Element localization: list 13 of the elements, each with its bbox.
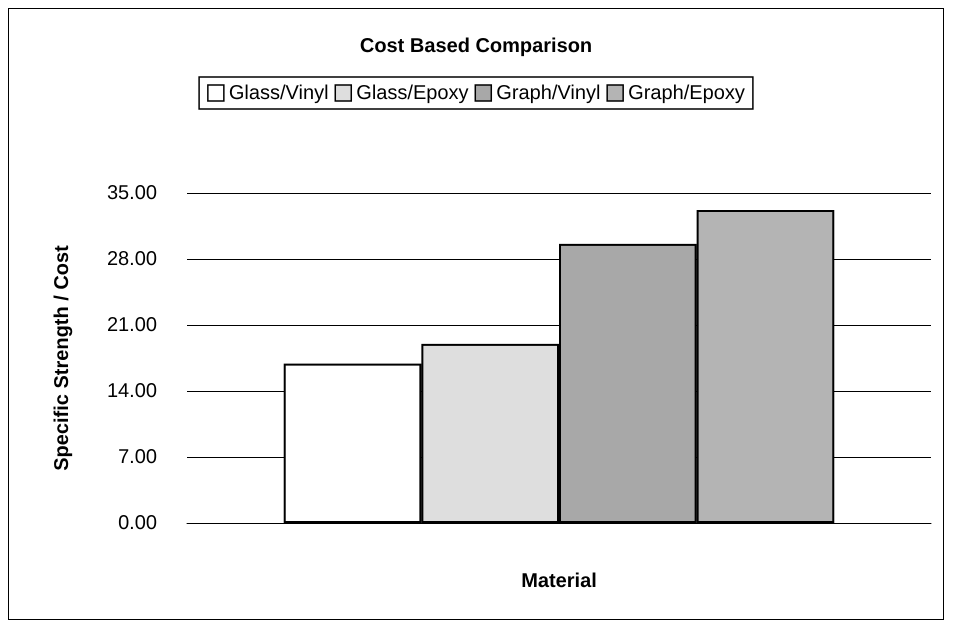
legend-label: Glass/Vinyl <box>228 82 329 104</box>
legend-label: Glass/Epoxy <box>356 82 469 104</box>
y-tick-label: 7.00 <box>118 446 157 468</box>
y-axis-title: Specific Strength / Cost <box>51 244 73 471</box>
y-tick-label: 21.00 <box>106 314 157 336</box>
legend-label: Graph/Epoxy <box>628 82 745 104</box>
y-tick-label: 14.00 <box>106 380 157 402</box>
y-tick-label: 0.00 <box>118 512 157 534</box>
y-tick-label: 28.00 <box>106 248 157 270</box>
chart-title: Cost Based Comparison <box>360 35 592 57</box>
x-axis-title: Material <box>521 570 597 592</box>
y-tick-label: 35.00 <box>106 182 157 204</box>
legend-label: Graph/Vinyl <box>496 82 600 104</box>
